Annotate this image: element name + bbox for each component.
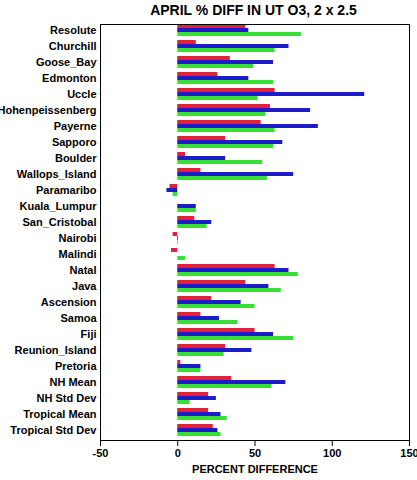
svg-text:0: 0: [175, 447, 181, 459]
svg-text:NH Mean: NH Mean: [49, 376, 96, 388]
svg-text:Kuala_Lumpur: Kuala_Lumpur: [19, 200, 97, 212]
svg-text:100: 100: [323, 447, 341, 459]
svg-text:Fiji: Fiji: [81, 328, 97, 340]
svg-text:Boulder: Boulder: [55, 152, 97, 164]
svg-text:Goose_Bay: Goose_Bay: [36, 56, 97, 68]
svg-text:Uccle: Uccle: [67, 88, 96, 100]
svg-text:Ascension: Ascension: [41, 296, 97, 308]
svg-text:NH Std Dev: NH Std Dev: [37, 392, 98, 404]
svg-text:Wallops_Island: Wallops_Island: [17, 168, 97, 180]
svg-text:Sapporo: Sapporo: [52, 136, 97, 148]
svg-text:Samoa: Samoa: [60, 312, 97, 324]
svg-text:-50: -50: [93, 447, 109, 459]
svg-text:150: 150: [400, 447, 417, 459]
svg-text:Edmonton: Edmonton: [42, 72, 97, 84]
html-text:APRIL % DIFF IN UT O3, 2 x 2.5: APRIL % DIFF IN UT O3, 2 x 2.5: [150, 2, 357, 18]
svg-text:Pretoria: Pretoria: [55, 360, 97, 372]
svg-text:Reunion_Island: Reunion_Island: [15, 344, 97, 356]
svg-text:Paramaribo: Paramaribo: [36, 184, 97, 196]
svg-text:PERCENT DIFFERENCE: PERCENT DIFFERENCE: [192, 463, 318, 475]
svg-text:San_Cristobal: San_Cristobal: [23, 216, 97, 228]
svg-text:Tropical Std Dev: Tropical Std Dev: [10, 424, 97, 436]
svg-text:Churchill: Churchill: [49, 40, 97, 52]
svg-text:Nairobi: Nairobi: [59, 232, 97, 244]
svg-text:Java: Java: [72, 280, 97, 292]
svg-text:Payerne: Payerne: [54, 120, 97, 132]
svg-text:Hohenpeissenberg: Hohenpeissenberg: [0, 104, 97, 116]
svg-text:Tropical Mean: Tropical Mean: [23, 408, 97, 420]
svg-text:Resolute: Resolute: [50, 24, 96, 36]
svg-text:50: 50: [249, 447, 261, 459]
svg-text:Malindi: Malindi: [59, 248, 97, 260]
svg-text:Natal: Natal: [70, 264, 97, 276]
